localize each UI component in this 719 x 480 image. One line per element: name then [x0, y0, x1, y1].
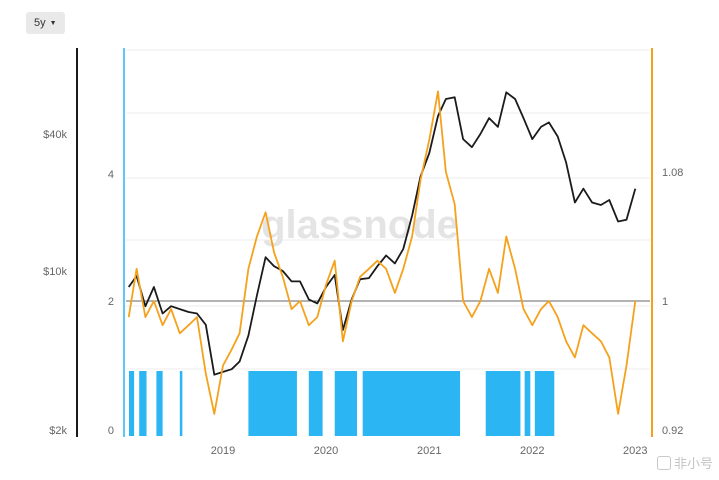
x-tick-label: 2021: [417, 445, 441, 457]
price-series-line: [127, 91, 637, 376]
signal-band-3: [179, 371, 183, 436]
signal-band-1: [139, 371, 147, 436]
ratio-tick-label: 1.08: [662, 167, 683, 179]
band-tick-label: 0: [108, 425, 114, 437]
x-tick-label: 2020: [314, 445, 338, 457]
x-tick-label: 2022: [520, 445, 544, 457]
ratio-tick-label: 1: [662, 296, 668, 308]
price-tick-label: $2k: [49, 425, 67, 437]
signal-band-0: [129, 371, 135, 436]
band-tick-label: 2: [108, 296, 114, 308]
ratio-series-line: [127, 90, 637, 415]
x-tick-label: 2023: [623, 445, 647, 457]
price-tick-label: $40k: [43, 129, 67, 141]
footer-watermark-text: 非小号: [673, 456, 713, 471]
time-range-dropdown[interactable]: 5y ▼: [26, 12, 65, 34]
signal-band-8: [485, 371, 521, 436]
signal-band-4: [248, 371, 297, 436]
signal-band-10: [534, 371, 555, 436]
signal-band-9: [524, 371, 531, 436]
footer-logo-icon: [656, 455, 671, 470]
ratio-tick-label: 0.92: [662, 425, 683, 437]
signal-band-6: [334, 371, 358, 436]
time-range-label: 5y: [34, 17, 46, 29]
x-tick-label: 2019: [211, 445, 235, 457]
signal-band-7: [362, 371, 461, 436]
caret-down-icon: ▼: [49, 19, 57, 27]
footer-watermark: 非小号: [656, 453, 713, 472]
signal-band-2: [156, 371, 163, 436]
price-tick-label: $10k: [43, 266, 67, 278]
band-tick-label: 4: [108, 169, 114, 181]
signal-band-5: [308, 371, 323, 436]
watermark-brand: glassnode: [261, 203, 459, 247]
